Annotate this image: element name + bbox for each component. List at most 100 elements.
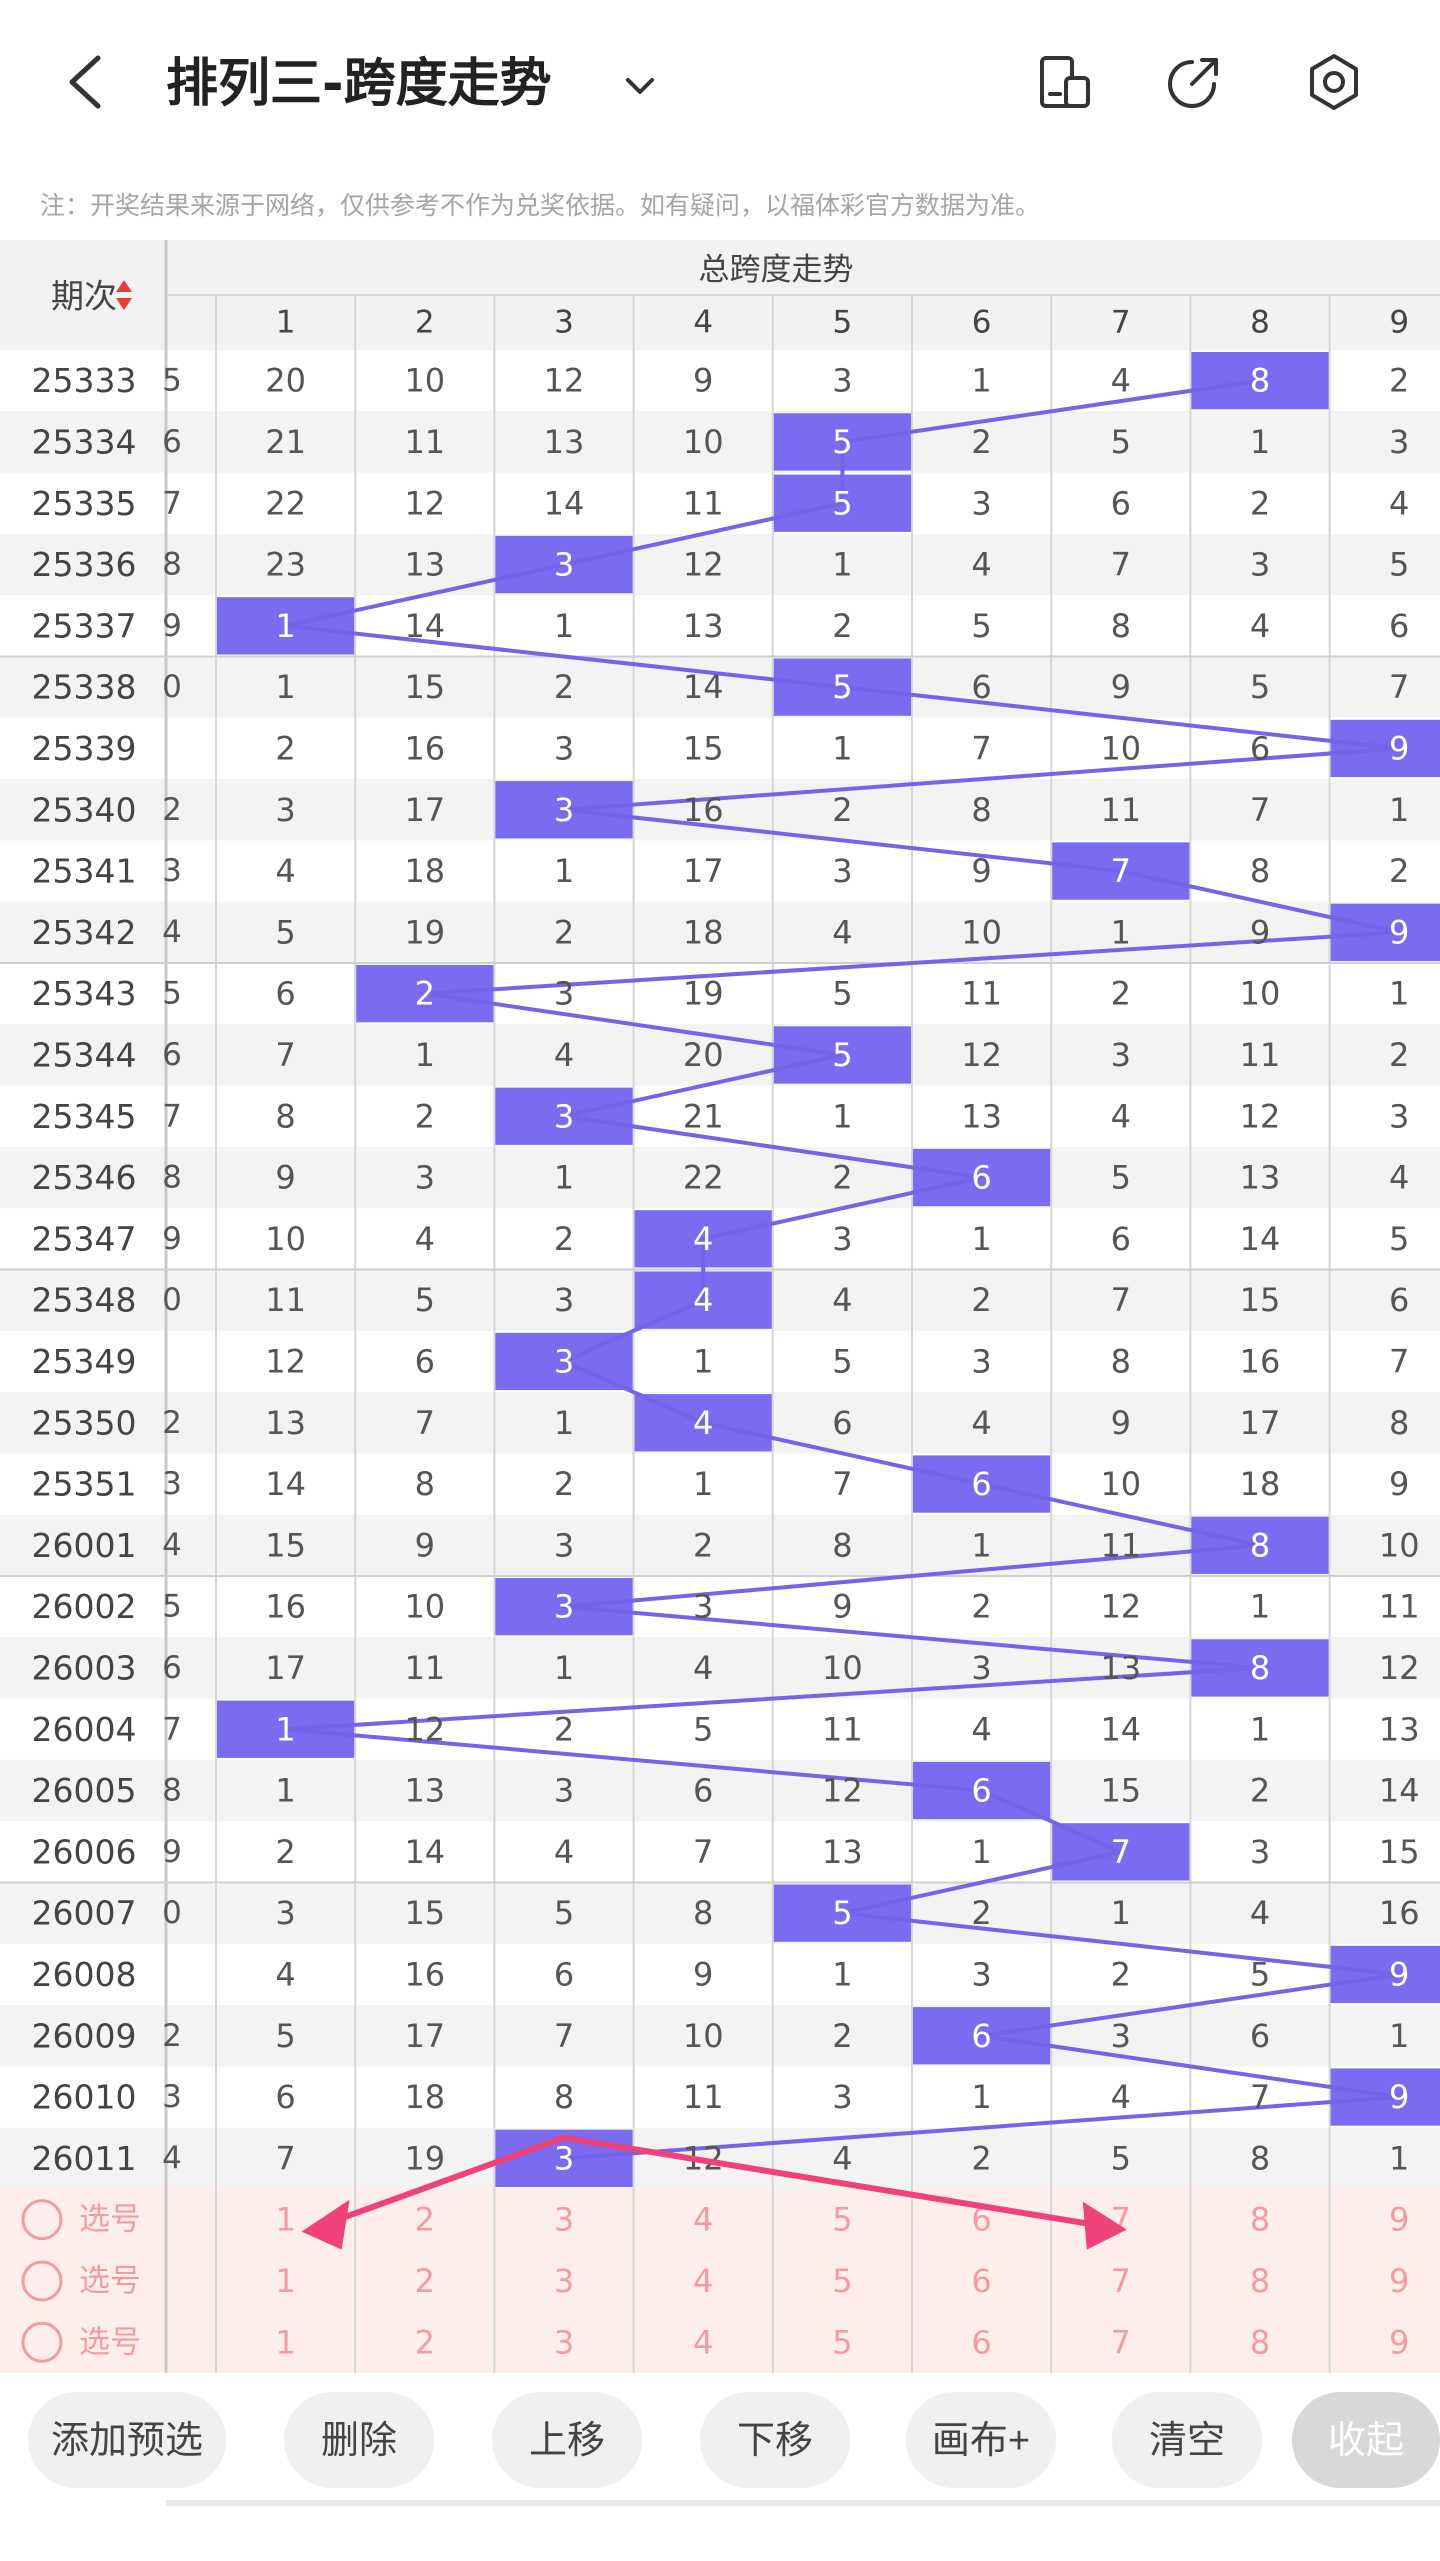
select-radio[interactable]: [21, 2199, 63, 2241]
cell-value: 7: [1389, 1342, 1409, 1380]
cell-value: 2: [1111, 1955, 1131, 1993]
move-up-button[interactable]: 上移: [492, 2392, 642, 2488]
period-label: 25350: [32, 1403, 137, 1442]
select-label: 选号: [79, 2324, 141, 2360]
cell-value: 2: [971, 1588, 991, 1626]
cell-value: 1: [693, 1342, 713, 1380]
cell-value: 3: [971, 484, 991, 522]
cell-value: 7: [693, 1833, 713, 1871]
period-label: 25349: [32, 1342, 137, 1381]
cell-value: 1: [971, 362, 991, 400]
layout-switch-icon[interactable]: [1032, 50, 1096, 114]
row-bg: [0, 2005, 1440, 2067]
row-bg: [0, 656, 1440, 718]
cell-value: 6: [1389, 1281, 1409, 1319]
cell-value: 3: [1111, 1036, 1131, 1074]
canvas-plus-button[interactable]: 画布+: [906, 2392, 1056, 2488]
period-label: 26006: [32, 1832, 137, 1871]
back-arrow-icon[interactable]: [56, 50, 120, 114]
cell-value: 3: [275, 791, 295, 829]
partial-col-value: 3: [162, 853, 182, 889]
cell-value: 5: [832, 1342, 852, 1380]
cell-value: 8: [1250, 2139, 1270, 2177]
span-value-highlight: 3: [554, 1097, 574, 1135]
clear-button[interactable]: 清空: [1112, 2392, 1262, 2488]
cell-value: 1: [832, 1097, 852, 1135]
cell-value: 7: [1250, 2078, 1270, 2116]
cell-value: 2: [971, 1894, 991, 1932]
share-icon[interactable]: [1162, 50, 1226, 114]
span-value-highlight: 4: [693, 1281, 713, 1319]
partial-col-value: 5: [162, 363, 182, 399]
cell-value: 11: [404, 423, 445, 461]
cell-value: 12: [822, 1772, 863, 1810]
top-bar: 排列三-跨度走势: [0, 0, 1440, 170]
select-number: 7: [1111, 2262, 1131, 2300]
cell-value: 5: [275, 913, 295, 951]
cell-value: 13: [961, 1097, 1002, 1135]
cell-value: 14: [683, 668, 724, 706]
cell-value: 9: [1111, 1404, 1131, 1442]
cell-value: 11: [1100, 791, 1141, 829]
span-value-highlight: 5: [832, 484, 852, 522]
cell-value: 10: [404, 1588, 445, 1626]
cell-value: 19: [404, 2139, 445, 2177]
period-label: 25337: [32, 606, 137, 645]
cell-value: 11: [1379, 1588, 1420, 1626]
cell-value: 7: [1111, 1281, 1131, 1319]
group-header: 总跨度走势: [699, 252, 854, 288]
period-label: 25336: [32, 545, 137, 584]
cell-value: 4: [832, 2139, 852, 2177]
sort-desc-icon[interactable]: [116, 298, 132, 310]
cell-value: 5: [275, 2017, 295, 2055]
cell-value: 6: [275, 2078, 295, 2116]
cell-value: 4: [1111, 1097, 1131, 1135]
partial-col-value: 4: [162, 1527, 182, 1563]
select-number: 7: [1111, 2323, 1131, 2361]
select-number: 9: [1389, 2201, 1409, 2239]
period-label: 26010: [32, 2078, 137, 2117]
move-down-button[interactable]: 下移: [700, 2392, 850, 2488]
delete-button[interactable]: 删除: [284, 2392, 434, 2488]
select-radio[interactable]: [21, 2321, 63, 2363]
partial-col-value: 8: [162, 1773, 182, 1809]
period-label: 26002: [32, 1587, 137, 1626]
chevron-down-icon[interactable]: [620, 66, 660, 106]
select-number: 1: [275, 2201, 295, 2239]
annotation-arrow-right: [561, 2134, 1116, 2231]
cell-value: 1: [693, 1465, 713, 1503]
cell-value: 15: [265, 1526, 306, 1564]
cell-value: 1: [554, 1404, 574, 1442]
span-value-highlight: 5: [832, 423, 852, 461]
cell-value: 1: [554, 1649, 574, 1687]
cell-value: 3: [554, 729, 574, 767]
partial-col-value: 2: [162, 792, 182, 828]
cell-value: 4: [1389, 484, 1409, 522]
period-label: 26009: [32, 2016, 137, 2055]
cell-value: 2: [554, 1465, 574, 1503]
cell-value: 5: [1111, 2139, 1131, 2177]
column-header-1: 1: [276, 305, 296, 341]
cell-value: 12: [1379, 1649, 1420, 1687]
cell-value: 1: [1389, 791, 1409, 829]
cell-value: 10: [683, 423, 724, 461]
add-preselect-button[interactable]: 添加预选: [28, 2392, 226, 2488]
select-number: 1: [275, 2323, 295, 2361]
cell-value: 1: [1389, 2139, 1409, 2177]
select-number: 1: [275, 2262, 295, 2300]
settings-icon[interactable]: [1302, 50, 1366, 114]
collapse-button[interactable]: 收起: [1292, 2392, 1440, 2488]
sort-asc-icon[interactable]: [116, 280, 132, 292]
period-label: 26001: [32, 1526, 137, 1565]
cell-value: 16: [265, 1588, 306, 1626]
cell-value: 4: [275, 1955, 295, 1993]
column-header-2: 2: [415, 305, 435, 341]
cell-value: 13: [1240, 1159, 1281, 1197]
cell-value: 10: [1100, 1465, 1141, 1503]
cell-value: 3: [554, 1281, 574, 1319]
cell-value: 12: [961, 1036, 1002, 1074]
select-radio[interactable]: [21, 2260, 63, 2302]
column-header-5: 5: [833, 305, 853, 341]
select-number: 9: [1389, 2262, 1409, 2300]
cell-value: 1: [1389, 2017, 1409, 2055]
